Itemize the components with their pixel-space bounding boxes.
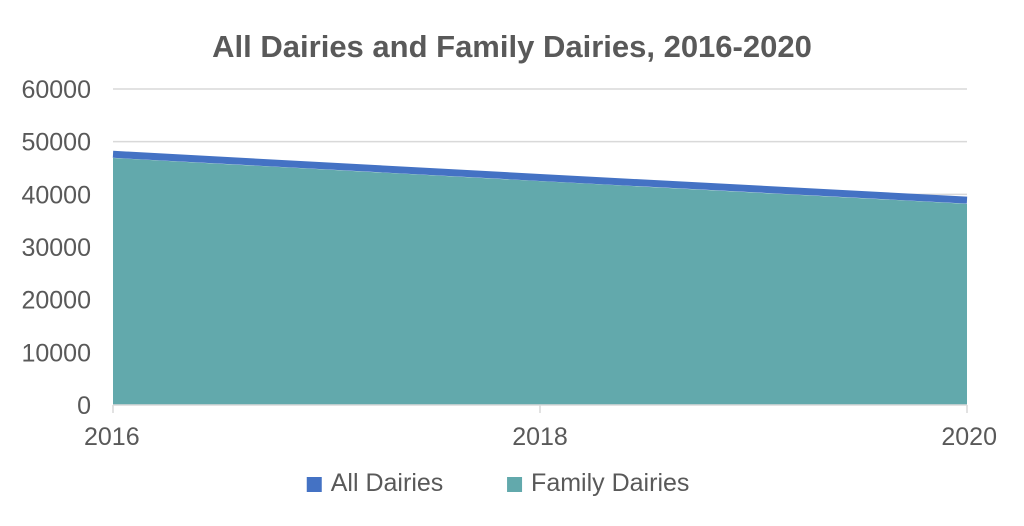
legend-item-family-dairies: Family Dairies bbox=[507, 469, 689, 497]
all-dairies-line bbox=[112, 150, 968, 204]
y-tick-label: 40000 bbox=[21, 181, 91, 209]
legend-label: Family Dairies bbox=[531, 469, 689, 497]
legend-swatch bbox=[507, 477, 523, 492]
family-dairies-area bbox=[113, 157, 967, 405]
y-tick-label: 30000 bbox=[21, 234, 91, 262]
y-tick-label: 0 bbox=[77, 392, 91, 420]
y-tick-label: 60000 bbox=[21, 76, 91, 104]
x-tick-label: 2016 bbox=[84, 423, 140, 451]
x-axis-tick-labels: 2016 2018 2020 bbox=[84, 423, 997, 451]
y-axis-tick-labels: 0 10000 20000 30000 40000 50000 60000 bbox=[21, 76, 91, 420]
legend-swatch bbox=[306, 477, 322, 492]
legend: All Dairies Family Dairies bbox=[306, 469, 689, 497]
line-series bbox=[112, 150, 968, 204]
legend-item-all-dairies: All Dairies bbox=[306, 469, 444, 497]
chart-title: All Dairies and Family Dairies, 2016-202… bbox=[212, 29, 812, 64]
x-tick-label: 2018 bbox=[512, 423, 568, 451]
y-tick-label: 10000 bbox=[21, 339, 91, 367]
axes bbox=[112, 404, 968, 413]
y-tick-label: 50000 bbox=[21, 129, 91, 157]
area-series bbox=[113, 157, 967, 405]
y-tick-label: 20000 bbox=[21, 287, 91, 315]
legend-label: All Dairies bbox=[331, 469, 444, 497]
x-tick-label: 2020 bbox=[941, 423, 997, 451]
